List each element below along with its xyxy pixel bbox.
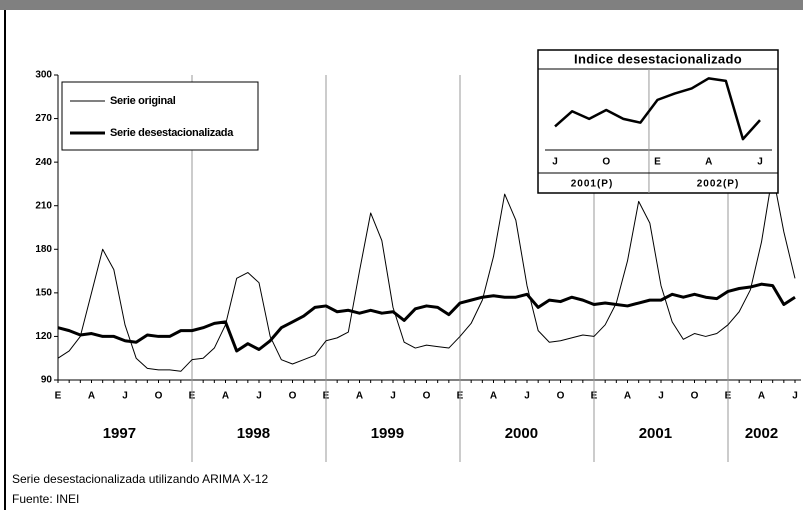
x-tick-label: J	[524, 391, 530, 402]
x-tick-label: E	[55, 391, 62, 402]
x-tick-label: A	[88, 391, 95, 402]
x-tick-label: A	[624, 391, 631, 402]
inset-x-label: E	[654, 157, 661, 168]
inset-x-label: J	[757, 157, 763, 168]
x-tick-label: A	[222, 391, 229, 402]
x-tick-label: O	[423, 391, 431, 402]
year-label: 2002	[745, 425, 778, 442]
note: Fuente: INEI	[12, 492, 79, 506]
x-tick-label: J	[256, 391, 262, 402]
inset-title: Indice desestacionalizado	[574, 51, 742, 66]
year-label: 1997	[103, 425, 136, 442]
y-tick-label: 210	[35, 200, 52, 211]
legend-box	[61, 81, 259, 151]
y-tick-label: 300	[35, 70, 52, 81]
top-bar	[0, 0, 803, 10]
inset-x-label: O	[602, 157, 610, 168]
line-series	[57, 173, 796, 372]
inset-box	[537, 49, 779, 194]
note: Serie desestacionalizada utilizando ARIM…	[12, 472, 268, 486]
x-tick-label: A	[758, 391, 765, 402]
year-label: 1999	[371, 425, 404, 442]
year-label: 1998	[237, 425, 270, 442]
y-tick-label: 120	[35, 331, 52, 342]
x-tick-label: J	[792, 391, 798, 402]
x-tick-label: O	[155, 391, 163, 402]
line-series	[554, 77, 761, 141]
x-tick-label: O	[691, 391, 699, 402]
x-tick-label: O	[289, 391, 297, 402]
y-tick-label: 150	[35, 287, 52, 298]
inset-x-label: A	[705, 157, 712, 168]
inset-group-label: 2001(P)	[571, 179, 614, 190]
x-tick-label: A	[490, 391, 497, 402]
legend-label: Serie original	[110, 95, 176, 107]
x-tick-label: O	[557, 391, 565, 402]
y-tick-label: 90	[41, 375, 53, 386]
x-tick-label: J	[122, 391, 128, 402]
x-tick-label: J	[390, 391, 396, 402]
x-tick-label: J	[658, 391, 664, 402]
x-tick-label: A	[356, 391, 363, 402]
year-label: 2001	[639, 425, 672, 442]
inset-group-label: 2002(P)	[697, 179, 740, 190]
y-tick-label: 270	[35, 113, 52, 124]
y-tick-label: 180	[35, 244, 52, 255]
y-tick-label: 240	[35, 157, 52, 168]
inset-x-label: J	[552, 157, 558, 168]
legend-label: Serie desestacionalizada	[110, 127, 234, 139]
year-label: 2000	[505, 425, 538, 442]
line-series	[57, 282, 796, 353]
